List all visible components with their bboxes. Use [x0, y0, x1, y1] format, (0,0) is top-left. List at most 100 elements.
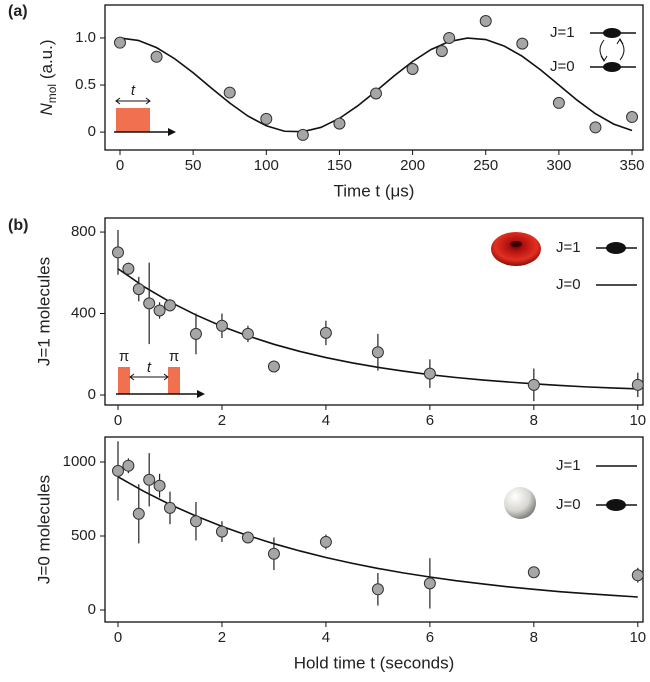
x-tick-label: 8 — [530, 412, 538, 429]
y-tick-label: 0 — [88, 123, 96, 140]
x-tick-label: 4 — [322, 412, 330, 429]
data-point — [516, 37, 529, 50]
data-point — [443, 31, 456, 44]
y-tick-label: 1.0 — [75, 29, 96, 46]
level-inset: J=1 J=0 — [504, 457, 637, 519]
level-label: J=0 — [550, 58, 575, 75]
data-point — [122, 459, 135, 472]
data-point — [132, 283, 145, 296]
data-point — [122, 262, 135, 275]
x-tick-label: 2 — [218, 412, 226, 429]
data-point — [626, 111, 639, 124]
data-point — [150, 50, 163, 63]
y-axis-label: J=0 molecules — [34, 475, 53, 584]
pulse-label: t — [147, 359, 152, 376]
x-axis-label: Hold time t (seconds) — [294, 653, 455, 672]
data-point — [552, 96, 565, 109]
data-point — [423, 577, 436, 590]
y-axis-label-part: N — [37, 103, 56, 116]
data-point — [267, 360, 280, 373]
level-inset: J=1 J=0 — [491, 232, 637, 293]
x-tick-label: 300 — [546, 157, 571, 174]
level-label: J=1 — [556, 239, 581, 256]
x-tick-label: 200 — [400, 157, 425, 174]
y-tick-label: 0 — [88, 601, 96, 618]
data-point — [241, 327, 254, 340]
fit-line — [119, 37, 633, 133]
pulse-inset: t — [114, 82, 176, 136]
x-tick-label: 0 — [114, 629, 122, 646]
y-tick-label: 0 — [88, 386, 96, 403]
data-point — [143, 473, 156, 486]
level-label: J=0 — [556, 276, 581, 293]
x-tick-label: 10 — [629, 629, 646, 646]
y-tick-label: 1000 — [63, 453, 96, 470]
x-tick-label: 250 — [473, 157, 498, 174]
data-point — [189, 515, 202, 528]
data-point — [267, 547, 280, 560]
panel-label: (a) — [8, 3, 28, 20]
x-tick-label: 0 — [114, 412, 122, 429]
data-point — [215, 319, 228, 332]
data-point — [333, 117, 346, 130]
plot-frame — [104, 4, 644, 151]
y-tick-label: 800 — [71, 223, 96, 240]
data-point — [113, 36, 126, 49]
x-tick-label: 0 — [116, 157, 124, 174]
pulse-label: π — [119, 348, 129, 365]
x-tick-label: 4 — [322, 629, 330, 646]
data-point — [296, 128, 309, 141]
plot-frame — [104, 217, 644, 406]
fit-line — [117, 476, 638, 598]
data-point — [153, 304, 166, 317]
x-axis-label: Time t (μs) — [334, 181, 415, 200]
data-point — [163, 501, 176, 514]
data-point — [319, 326, 332, 339]
y-axis-label: J=1 molecules — [34, 257, 53, 366]
data-point — [260, 112, 273, 125]
x-tick-label: 150 — [327, 157, 352, 174]
data-point — [189, 327, 202, 340]
panel-label: (b) — [8, 217, 28, 234]
data-point — [319, 535, 332, 548]
data-point — [153, 479, 166, 492]
data-point — [143, 297, 156, 310]
x-tick-label: 100 — [254, 157, 279, 174]
data-point — [371, 583, 384, 596]
data-point — [371, 346, 384, 359]
y-axis-label-part: mol — [45, 84, 59, 103]
x-tick-label: 10 — [629, 412, 646, 429]
data-point — [479, 15, 492, 28]
x-tick-label: 8 — [530, 629, 538, 646]
y-tick-label: 400 — [71, 305, 96, 322]
data-point — [423, 367, 436, 380]
data-point — [241, 531, 254, 544]
x-tick-label: 350 — [620, 157, 645, 174]
data-point — [370, 87, 383, 100]
data-point — [406, 63, 419, 76]
level-label: J=1 — [550, 24, 575, 41]
plot-frame — [104, 436, 644, 623]
level-label: J=0 — [556, 496, 581, 513]
y-tick-label: 500 — [71, 527, 96, 544]
data-point — [435, 45, 448, 58]
data-point — [111, 464, 124, 477]
y-axis-label-part: (a.u.) — [37, 39, 56, 83]
level-label: J=1 — [556, 457, 581, 474]
pulse-label: π — [169, 348, 179, 365]
y-tick-label: 0.5 — [75, 76, 96, 93]
data-point — [631, 378, 644, 391]
data-point — [163, 299, 176, 312]
x-tick-label: 6 — [426, 629, 434, 646]
x-tick-label: 6 — [426, 412, 434, 429]
level-inset: J=1 J=0 — [550, 24, 636, 75]
x-tick-label: 2 — [218, 629, 226, 646]
data-point — [589, 121, 602, 134]
data-point — [223, 86, 236, 99]
data-point — [215, 525, 228, 538]
data-point — [132, 507, 145, 520]
pulse-label: t — [131, 82, 136, 99]
data-point — [631, 569, 644, 582]
y-axis-label: Nmol (a.u.) — [37, 39, 59, 115]
